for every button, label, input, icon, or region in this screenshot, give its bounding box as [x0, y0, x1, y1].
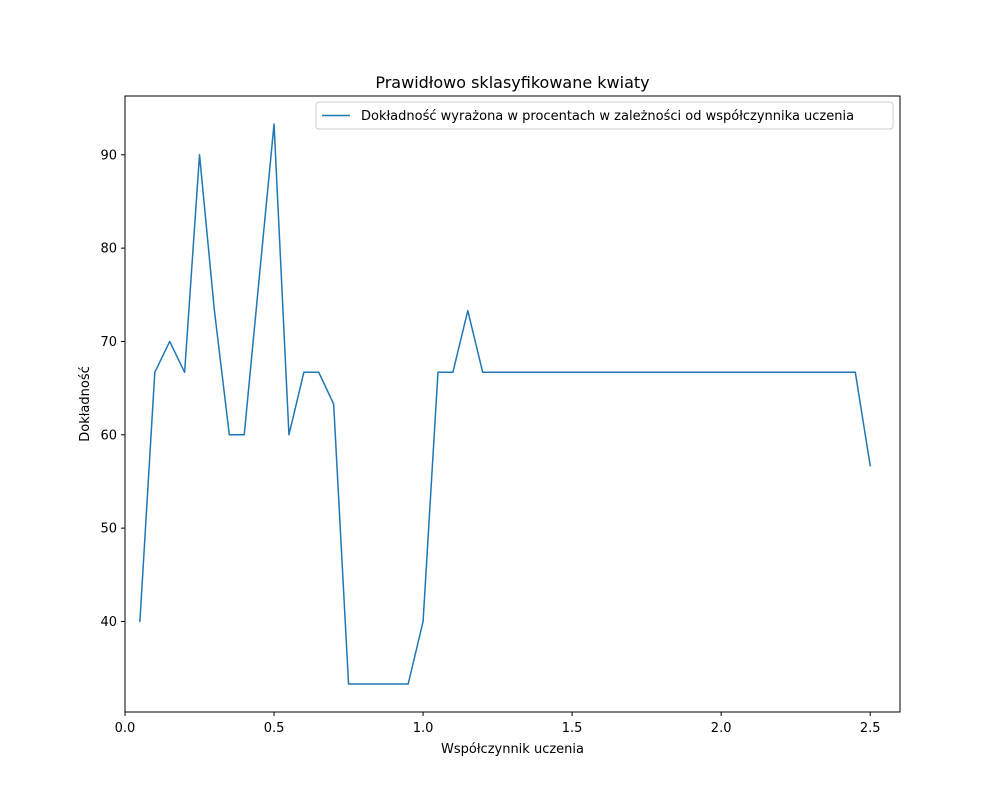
chart-title: Prawidłowo sklasyfikowane kwiaty	[375, 73, 649, 92]
x-tick-label: 0.0	[115, 721, 136, 736]
y-axis-label: Dokładność	[78, 366, 93, 442]
y-tick-label: 50	[100, 522, 117, 537]
y-tick-label: 40	[100, 615, 117, 630]
y-axis: 40 50 60 70 80 90	[100, 148, 125, 630]
y-tick-label: 70	[100, 335, 117, 350]
series-layer	[139, 123, 872, 685]
legend-box	[315, 101, 894, 130]
x-axis: 0.0 0.5 1.0 1.5 2.0 2.5	[115, 712, 881, 736]
x-tick-label: 1.0	[413, 721, 434, 736]
x-tick-label: 2.0	[711, 721, 732, 736]
plot-frame	[124, 95, 901, 713]
x-tick-label: 1.5	[562, 721, 583, 736]
legend-entry-label: Dokładność wyrażona w procentach w zależ…	[361, 109, 854, 124]
y-tick-label: 90	[100, 148, 117, 163]
legend: Dokładność wyrażona w procentach w zależ…	[315, 101, 894, 130]
y-tick-label: 80	[100, 242, 117, 257]
y-tick-label: 60	[100, 428, 117, 443]
plot-area	[124, 95, 901, 713]
series-line-0	[139, 123, 872, 685]
x-tick-label: 0.5	[264, 721, 285, 736]
x-axis-label: Współczynnik uczenia	[441, 742, 584, 757]
x-tick-label: 2.5	[860, 721, 881, 736]
